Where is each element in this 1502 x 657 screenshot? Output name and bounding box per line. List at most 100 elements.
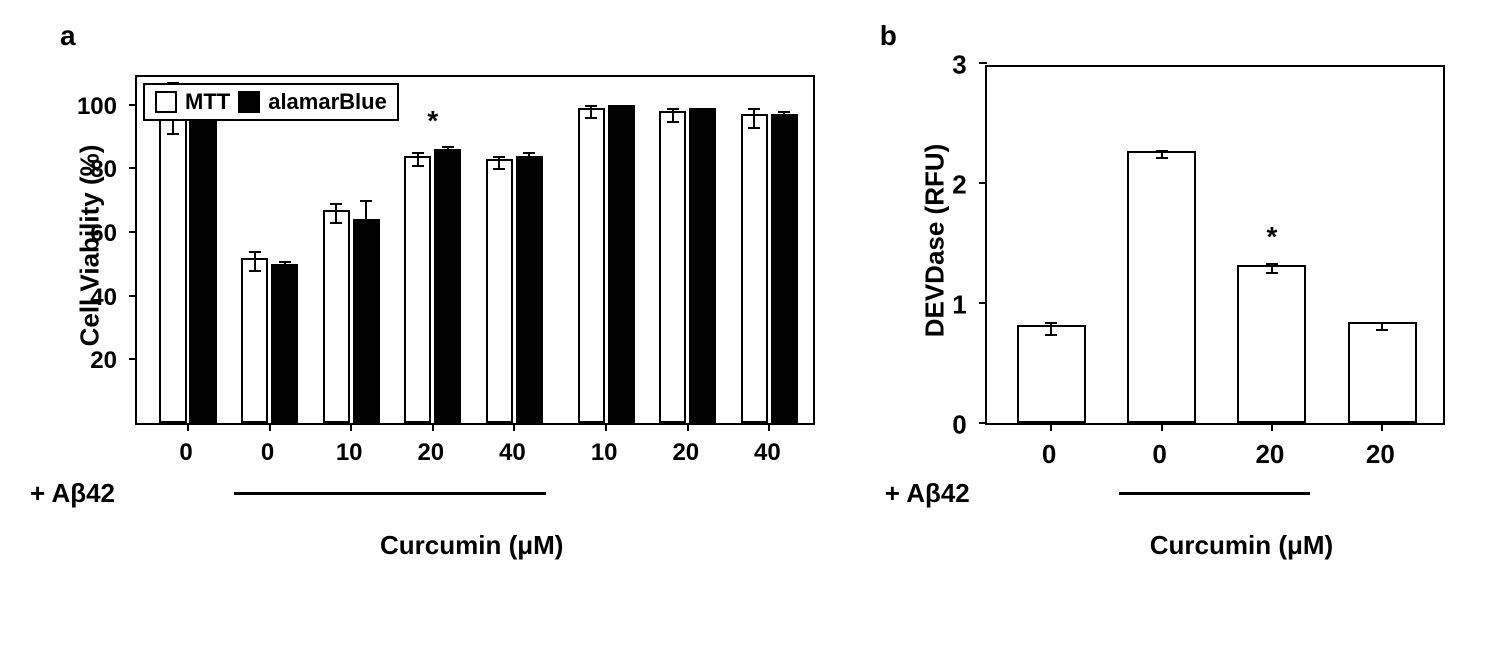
panel-a-ytick-label: 40 — [90, 284, 117, 312]
panel-b-xlabel: 20 — [1366, 439, 1395, 470]
error-bar-cap — [523, 165, 535, 167]
panel-a-xtick-mark — [605, 423, 607, 431]
panel-b-ytick-label: 0 — [952, 410, 966, 441]
error-bar-stem — [254, 252, 256, 271]
panel-b-bar — [1348, 322, 1417, 423]
panel-a-ytick-mark — [129, 104, 137, 106]
error-bar-cap — [360, 245, 372, 247]
error-bar-cap — [197, 124, 209, 126]
panel-a-xlabel: 40 — [754, 439, 781, 467]
error-bar-cap — [615, 111, 627, 113]
error-bar-cap — [442, 159, 454, 161]
panel-a-treatment: + Aβ42 — [30, 478, 115, 509]
panel-a-xtick-mark — [432, 423, 434, 431]
error-bar-cap — [585, 105, 597, 107]
panel-b-ytick-label: 2 — [952, 170, 966, 201]
panel-a-yticks-container: 20406080100 — [20, 75, 125, 425]
panel-a-ytick-label: 60 — [90, 220, 117, 248]
panel-a-legend: MTTalamarBlue — [143, 83, 399, 121]
panel-a-bar-alamarblue — [608, 105, 635, 423]
error-bar-cap — [748, 127, 760, 129]
panel-b-treatment: + Aβ42 — [885, 478, 970, 509]
panel-a-bar-alamarblue — [434, 149, 461, 423]
panel-b-yticks-container: 0123 — [870, 65, 975, 425]
panel-b-ytick-label: 1 — [952, 290, 966, 321]
panel-b-xtitle: Curcumin (μM) — [1150, 530, 1333, 561]
error-bar-cap — [442, 146, 454, 148]
panel-a-bar-alamarblue — [353, 219, 380, 423]
panel-a-bar-mtt — [404, 156, 431, 423]
error-bar-cap — [1045, 334, 1057, 336]
panel-a: a Cell Viability (%) 20406080100 MTTalam… — [20, 20, 830, 637]
panel-b-label: b — [880, 20, 897, 52]
panel-b-bar — [1017, 325, 1086, 423]
panel-a-ytick-label: 100 — [77, 93, 117, 121]
error-bar-cap — [1156, 157, 1168, 159]
panel-b-star: * — [1266, 221, 1277, 253]
panel-b-xtick-mark — [1050, 423, 1052, 431]
error-bar-cap — [412, 152, 424, 154]
panel-b-ytick-mark — [979, 302, 987, 304]
error-bar-cap — [748, 108, 760, 110]
error-bar-stem — [365, 201, 367, 246]
panel-a-bar-alamarblue — [771, 114, 798, 423]
panel-b-xtick-mark — [1381, 423, 1383, 431]
panel-a-xlabel: 20 — [417, 439, 444, 467]
panel-b-bar — [1127, 151, 1196, 423]
panel-a-ytick-mark — [129, 167, 137, 169]
error-bar-cap — [1376, 322, 1388, 324]
error-bar-stem — [753, 109, 755, 128]
panel-b-bar — [1237, 265, 1306, 423]
panel-a-bar-mtt — [659, 111, 686, 423]
panel-a-bar-mtt — [323, 210, 350, 423]
panel-a-xlabel: 10 — [336, 439, 363, 467]
error-bar-cap — [667, 108, 679, 110]
error-bar-cap — [1266, 272, 1278, 274]
error-bar-cap — [167, 133, 179, 135]
legend-swatch — [238, 91, 260, 113]
error-bar-cap — [697, 108, 709, 110]
error-bar-cap — [330, 203, 342, 205]
panel-b-xtick-mark — [1271, 423, 1273, 431]
panel-b-ytick-mark — [979, 62, 987, 64]
panel-a-bar-mtt — [486, 159, 513, 423]
panel-a-ytick-mark — [129, 358, 137, 360]
panel-a-bar-alamarblue — [689, 108, 716, 423]
panel-a-bar-mtt — [741, 114, 768, 423]
panel-a-xtick-mark — [269, 423, 271, 431]
panel-a-xtick-mark — [513, 423, 515, 431]
error-bar-cap — [360, 200, 372, 202]
panel-a-xtick-mark — [350, 423, 352, 431]
error-bar-cap — [412, 165, 424, 167]
panel-a-xlabel: 20 — [672, 439, 699, 467]
error-bar-cap — [523, 152, 535, 154]
panel-b-xlabel: 0 — [1152, 439, 1166, 470]
panel-a-underline — [234, 492, 545, 495]
panel-a-ytick-label: 80 — [90, 156, 117, 184]
error-bar-cap — [330, 222, 342, 224]
panel-a-ytick-mark — [129, 231, 137, 233]
error-bar-cap — [1156, 150, 1168, 152]
panel-b-ytick-label: 3 — [952, 50, 966, 81]
panel-a-bar-alamarblue — [271, 264, 298, 423]
panel-a-xtick-mark — [768, 423, 770, 431]
error-bar-stem — [335, 204, 337, 223]
panel-a-bar-alamarblue — [189, 105, 216, 423]
error-bar-cap — [1376, 329, 1388, 331]
panel-a-xticks: 00102040102040 — [135, 435, 815, 475]
panel-a-bar-mtt — [241, 258, 268, 423]
panel-a-xlabel: 40 — [499, 439, 526, 467]
error-bar-cap — [1045, 322, 1057, 324]
panel-b-xtick-mark — [1161, 423, 1163, 431]
panel-b-underline — [1119, 492, 1310, 495]
legend-text: MTT — [185, 89, 230, 115]
panel-b-xlabel: 20 — [1255, 439, 1284, 470]
panel-a-xtitle: Curcumin (μM) — [380, 530, 563, 561]
panel-a-xlabel: 0 — [261, 439, 274, 467]
error-bar-cap — [493, 156, 505, 158]
error-bar-cap — [249, 270, 261, 272]
error-bar-cap — [778, 111, 790, 113]
panel-b-xlabel: 0 — [1042, 439, 1056, 470]
legend-swatch — [155, 91, 177, 113]
error-bar-cap — [667, 121, 679, 123]
